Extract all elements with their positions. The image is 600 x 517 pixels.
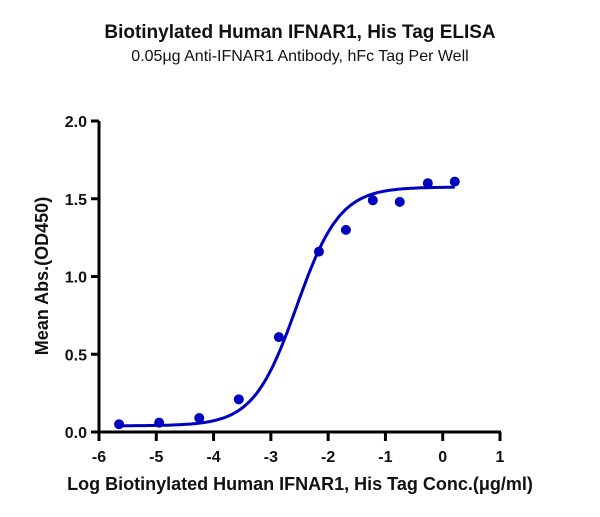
y-tick-label: 1.0 (65, 270, 87, 287)
x-tick-label: -1 (378, 449, 392, 466)
x-tick-label: -5 (149, 449, 163, 466)
data-point (194, 413, 205, 424)
x-tick-label: 0 (438, 449, 447, 466)
x-axis-label: Log Biotinylated Human IFNAR1, His Tag C… (67, 474, 533, 494)
x-tick-label: -3 (264, 449, 278, 466)
chart-title: Biotinylated Human IFNAR1, His Tag ELISA (104, 22, 496, 43)
y-tick-label: 2.0 (65, 114, 87, 131)
y-tick-label: 0.0 (65, 425, 87, 442)
axes: 0.0 0.5 1.0 1.5 2.0 -6 -5 -4 -3 -2 -1 0 1 (65, 114, 505, 466)
data-point (449, 176, 460, 187)
fit-curve-path (119, 185, 455, 428)
x-tick-label: 1 (496, 449, 505, 466)
fit-curve (119, 185, 455, 428)
x-tick-label: -6 (92, 449, 106, 466)
data-point (233, 394, 244, 405)
data-point (114, 419, 125, 430)
data-points (114, 176, 460, 430)
data-point (154, 417, 165, 428)
y-tick-label: 0.5 (65, 347, 87, 364)
data-point (313, 246, 324, 257)
data-point (340, 224, 351, 235)
data-point (273, 332, 284, 343)
data-point (422, 178, 433, 189)
y-tick-label: 1.5 (65, 192, 87, 209)
chart-subtitle: 0.05μg Anti-IFNAR1 Antibody, hFc Tag Per… (131, 48, 469, 65)
x-tick-label: -4 (206, 449, 220, 466)
data-point (394, 196, 405, 207)
data-point (367, 195, 378, 206)
y-axis-label: Mean Abs.(OD450) (32, 197, 52, 355)
x-tick-label: -2 (321, 449, 335, 466)
